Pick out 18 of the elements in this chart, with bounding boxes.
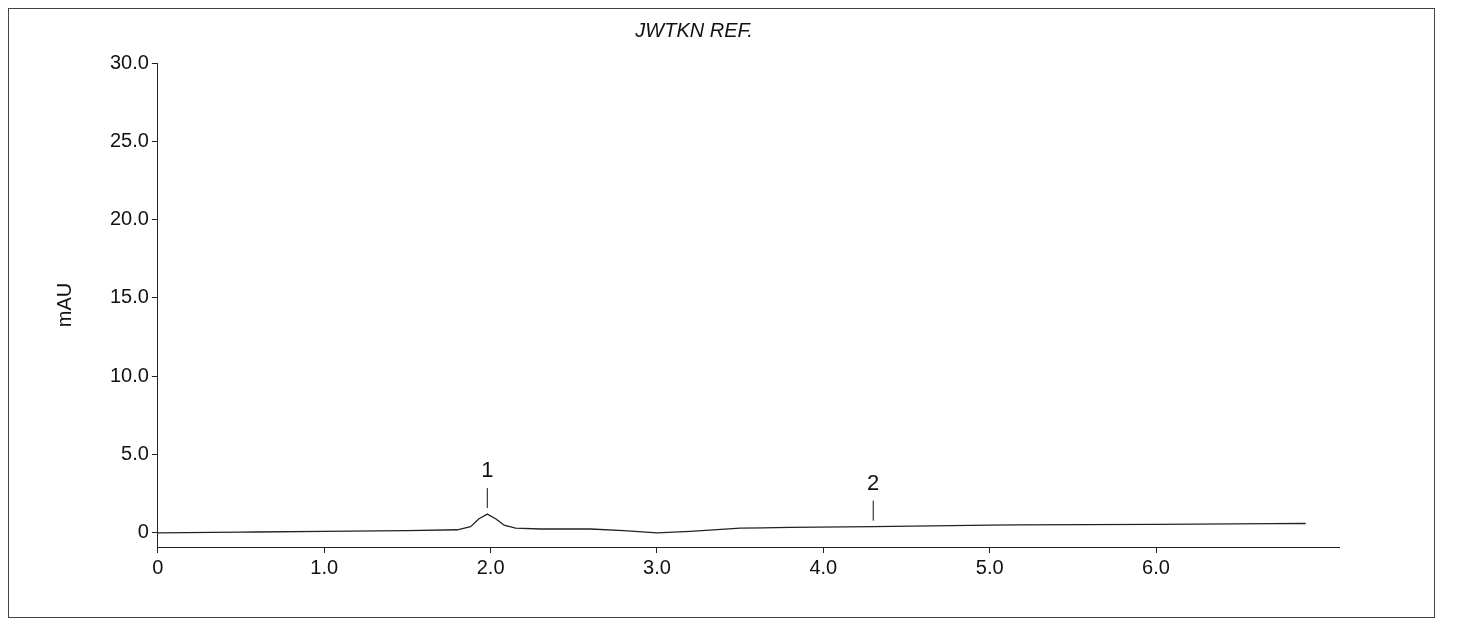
y-tick-label: 10.0 [109, 363, 149, 386]
x-tick-label: 1.0 [310, 555, 339, 578]
y-tick-label: 5.0 [121, 442, 149, 465]
y-tick-label: 20.0 [109, 207, 149, 230]
y-axis-title: mAU [52, 282, 75, 328]
x-tick-label: 0 [152, 555, 164, 578]
annotation: 2 [867, 469, 880, 495]
y-tick-label: 0 [137, 520, 149, 543]
x-tick-label: 2.0 [476, 555, 505, 578]
x-tick-label: 5.0 [975, 555, 1004, 578]
annotation: 1 [481, 457, 494, 483]
y-tick-label: 30.0 [109, 50, 149, 73]
x-tick-label: 6.0 [1142, 555, 1170, 578]
x-tick-label: 3.0 [643, 555, 671, 578]
y-tick-label: 15.0 [109, 285, 149, 308]
y-tick-label: 25.0 [109, 128, 149, 151]
x-tick-label: 4.0 [809, 555, 838, 578]
chart-title: JWTKN REF. [634, 18, 753, 41]
